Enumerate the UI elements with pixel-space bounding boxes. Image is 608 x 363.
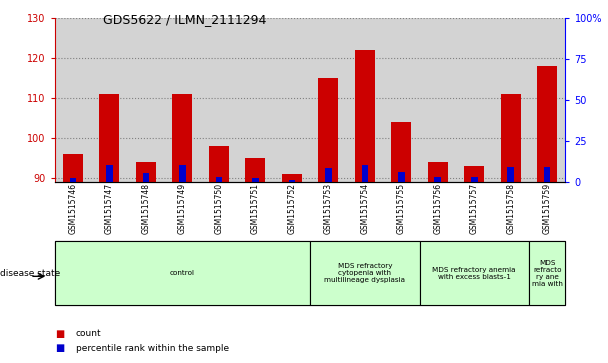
Text: MDS
refracto
ry ane
mia with: MDS refracto ry ane mia with (532, 260, 562, 287)
Bar (391, 122, 411, 182)
Bar (143, 174, 149, 182)
Bar (362, 165, 368, 182)
Bar (318, 78, 338, 182)
Bar (464, 166, 484, 182)
Bar (245, 158, 265, 182)
Bar (529, 241, 565, 305)
Bar (500, 94, 520, 182)
Bar (209, 146, 229, 182)
Text: control: control (170, 270, 195, 276)
Bar (354, 50, 375, 182)
Text: disease state: disease state (0, 269, 60, 278)
Text: GDS5622 / ILMN_2111294: GDS5622 / ILMN_2111294 (103, 13, 267, 26)
Text: MDS refractory
cytopenia with
multilineage dysplasia: MDS refractory cytopenia with multilinea… (324, 263, 406, 283)
Text: ■: ■ (55, 343, 64, 354)
Bar (55, 241, 310, 305)
Bar (420, 241, 529, 305)
Bar (310, 241, 420, 305)
Bar (508, 167, 514, 182)
Bar (427, 162, 447, 182)
Bar (282, 174, 302, 182)
Bar (172, 94, 192, 182)
Text: percentile rank within the sample: percentile rank within the sample (76, 344, 229, 353)
Text: count: count (76, 330, 102, 338)
Bar (252, 178, 258, 182)
Bar (106, 165, 112, 182)
Bar (435, 177, 441, 182)
Bar (289, 180, 295, 182)
Bar (216, 177, 222, 182)
Bar (179, 165, 185, 182)
Bar (544, 167, 550, 182)
Text: MDS refractory anemia
with excess blasts-1: MDS refractory anemia with excess blasts… (432, 267, 516, 280)
Bar (398, 172, 404, 182)
Bar (325, 168, 331, 182)
Bar (471, 177, 477, 182)
Bar (136, 162, 156, 182)
Bar (537, 66, 557, 182)
Bar (63, 154, 83, 182)
Text: ■: ■ (55, 329, 64, 339)
Bar (70, 178, 76, 182)
Bar (99, 94, 119, 182)
